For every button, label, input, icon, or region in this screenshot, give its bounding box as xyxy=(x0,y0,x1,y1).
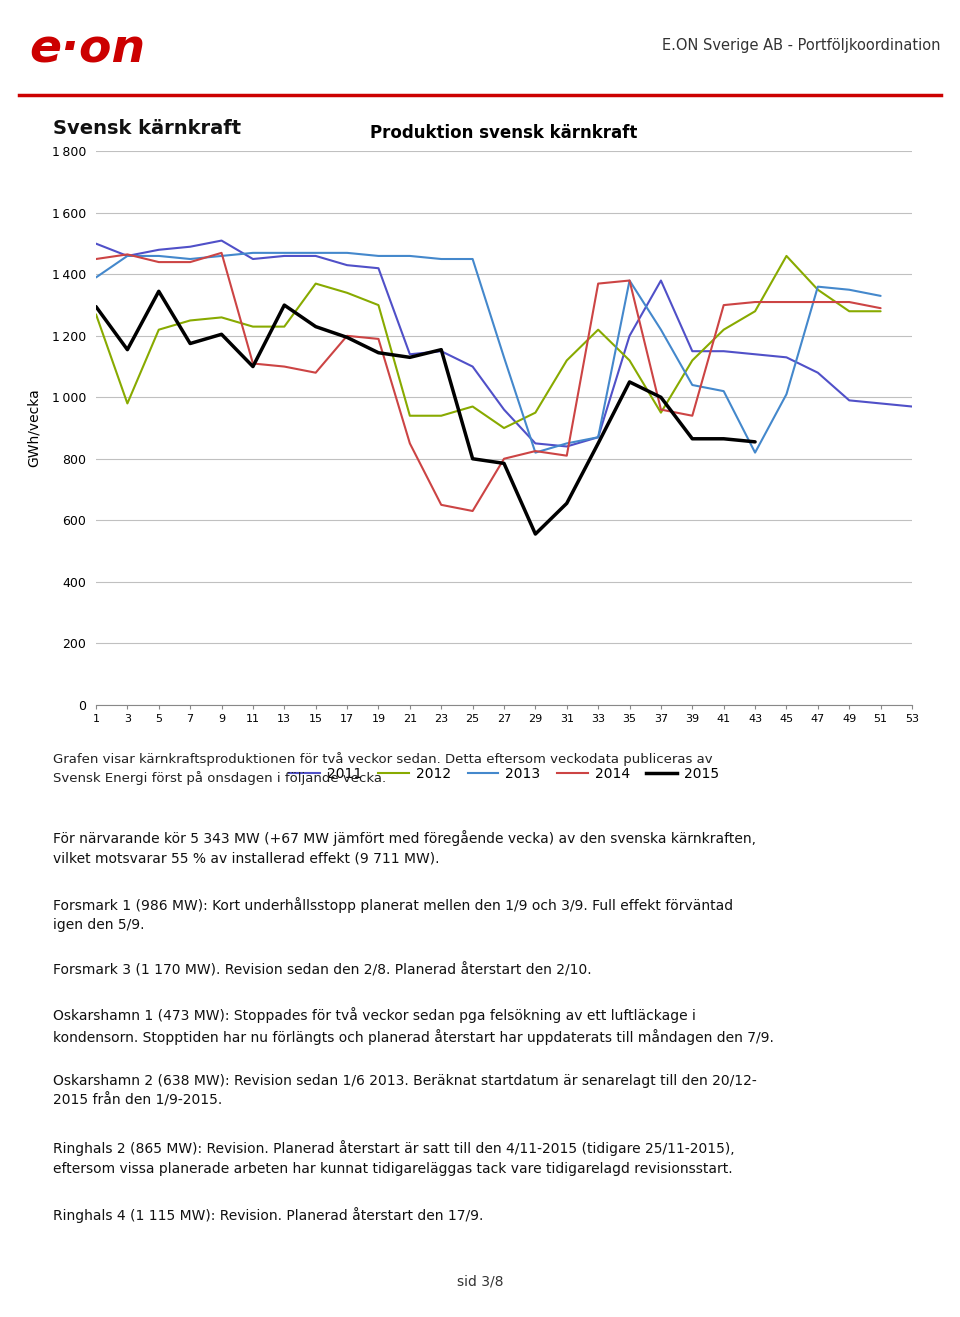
Text: Oskarshamn 1 (473 MW): Stoppades för två veckor sedan pga felsökning av ett luft: Oskarshamn 1 (473 MW): Stoppades för två… xyxy=(53,1008,774,1046)
Text: e·on: e·on xyxy=(29,28,145,72)
Text: Ringhals 4 (1 115 MW): Revision. Planerad återstart den 17/9.: Ringhals 4 (1 115 MW): Revision. Planera… xyxy=(53,1206,483,1223)
Text: Forsmark 1 (986 MW): Kort underhållsstopp planerat mellen den 1/9 och 3/9. Full : Forsmark 1 (986 MW): Kort underhållsstop… xyxy=(53,897,732,932)
Title: Produktion svensk kärnkraft: Produktion svensk kärnkraft xyxy=(371,124,637,141)
Text: Grafen visar kärnkraftsproduktionen för två veckor sedan. Detta eftersom veckoda: Grafen visar kärnkraftsproduktionen för … xyxy=(53,752,712,785)
Text: Forsmark 3 (1 170 MW). Revision sedan den 2/8. Planerad återstart den 2/10.: Forsmark 3 (1 170 MW). Revision sedan de… xyxy=(53,964,591,979)
Y-axis label: GWh/vecka: GWh/vecka xyxy=(27,389,40,468)
Text: E.ON Sverige AB - Portföljkoordination: E.ON Sverige AB - Portföljkoordination xyxy=(662,37,941,53)
Legend: 2011, 2012, 2013, 2014, 2015: 2011, 2012, 2013, 2014, 2015 xyxy=(283,761,725,786)
Text: Ringhals 2 (865 MW): Revision. Planerad återstart är satt till den 4/11-2015 (ti: Ringhals 2 (865 MW): Revision. Planerad … xyxy=(53,1141,734,1176)
Text: Svensk kärnkraft: Svensk kärnkraft xyxy=(53,119,241,137)
Text: sid 3/8: sid 3/8 xyxy=(457,1274,503,1288)
Text: För närvarande kör 5 343 MW (+67 MW jämfört med föregående vecka) av den svenska: För närvarande kör 5 343 MW (+67 MW jämf… xyxy=(53,830,756,865)
Text: Oskarshamn 2 (638 MW): Revision sedan 1/6 2013. Beräknat startdatum är senarelag: Oskarshamn 2 (638 MW): Revision sedan 1/… xyxy=(53,1073,756,1108)
